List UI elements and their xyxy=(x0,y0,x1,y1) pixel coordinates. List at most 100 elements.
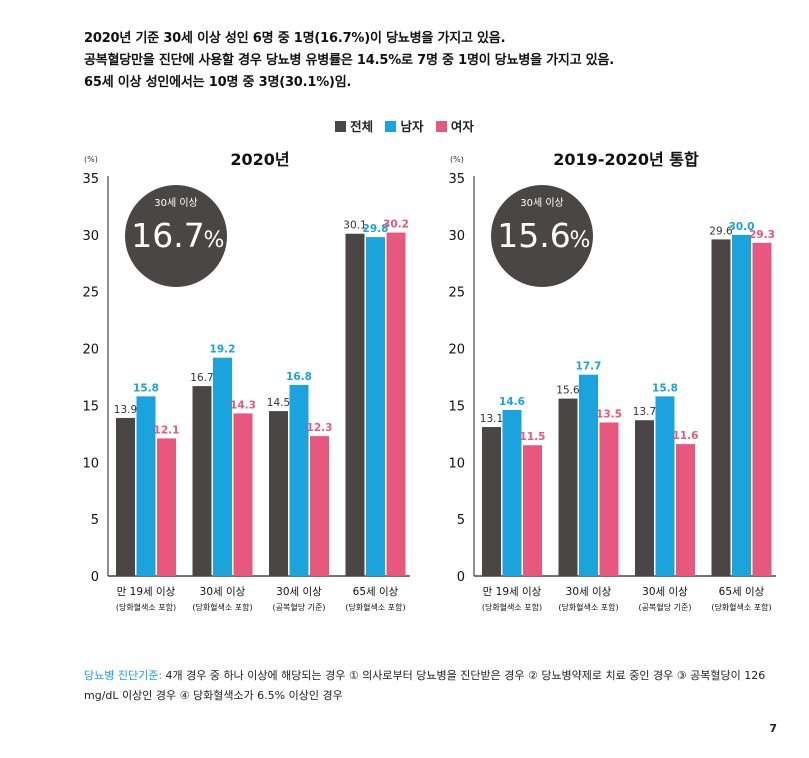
y-tick-label: 5 xyxy=(91,513,99,528)
intro-line-1: 2020년 기준 30세 이상 성인 6명 중 1명(16.7%)이 당뇨병을 … xyxy=(84,31,506,46)
legend-label-total: 전체 xyxy=(350,119,374,134)
highlight-circle xyxy=(125,185,227,287)
data-label: 13.1 xyxy=(480,413,503,425)
highlight-value: 16.7 xyxy=(131,216,204,255)
chart-2: 2019-2020년 통합 (%) 0 5 10 15 20 25 30 35 13.1 14.6 11… xyxy=(448,150,776,612)
x-tick-label: 30세 이상 xyxy=(642,586,688,598)
bar xyxy=(386,232,406,576)
charts-canvas: 2020년 (%) 0 5 10 15 20 25 30 35 13.9 15.8 12.1 만 19세 … xyxy=(82,150,776,612)
y-tick-label: 30 xyxy=(82,229,99,244)
intro-text: 2020년 기준 30세 이상 성인 6명 중 1명(16.7%)이 당뇨병을 … xyxy=(84,28,784,94)
data-label: 14.3 xyxy=(230,399,256,411)
y-tick-label: 0 xyxy=(91,570,99,585)
x-tick-label: 만 19세 이상 xyxy=(483,586,542,598)
legend-swatch-male xyxy=(385,121,397,132)
y-tick-label: 20 xyxy=(82,343,99,358)
bar xyxy=(635,420,654,576)
bar xyxy=(213,357,232,576)
data-label: 11.6 xyxy=(673,430,699,442)
y-tick-label: 35 xyxy=(448,172,465,187)
x-tick-label: 65세 이상 xyxy=(719,586,765,598)
highlight-unit: % xyxy=(570,228,591,253)
x-tick-sublabel: (당화혈색소 포함) xyxy=(558,602,618,612)
bar xyxy=(233,413,253,576)
data-label: 16.8 xyxy=(286,371,312,383)
chart-title: 2019-2020년 통합 xyxy=(553,150,699,169)
x-tick-label: 만 19세 이상 xyxy=(117,586,176,598)
bar xyxy=(711,239,731,577)
data-label: 14.5 xyxy=(267,397,290,409)
bar xyxy=(192,386,212,576)
highlight-label: 30세 이상 xyxy=(154,197,198,209)
bar xyxy=(345,233,365,576)
y-tick-label: 0 xyxy=(457,570,465,585)
bar xyxy=(558,398,578,576)
bar xyxy=(269,411,288,576)
data-label: 30.1 xyxy=(343,220,366,232)
y-tick-label: 10 xyxy=(448,456,465,471)
bar xyxy=(482,427,501,576)
data-label: 30.2 xyxy=(383,219,409,231)
data-label: 12.1 xyxy=(154,424,180,436)
x-tick-sublabel: (공복혈당 기준) xyxy=(639,602,692,612)
x-tick-sublabel: (당화혈색소 포함) xyxy=(192,602,252,612)
highlight-value: 15.6 xyxy=(497,216,570,255)
bar xyxy=(523,445,542,576)
x-tick-label: 30세 이상 xyxy=(200,586,246,598)
y-tick-label: 30 xyxy=(448,229,465,244)
data-label: 13.5 xyxy=(596,408,622,420)
page-number: 7 xyxy=(769,722,777,735)
x-tick-sublabel: (당화혈색소 포함) xyxy=(345,602,405,612)
legend-swatch-total xyxy=(335,121,347,132)
data-label: 13.9 xyxy=(114,404,137,416)
bar xyxy=(157,438,176,576)
data-label: 13.7 xyxy=(633,406,656,418)
bar xyxy=(655,396,675,576)
y-tick-label: 35 xyxy=(82,172,99,187)
legend-swatch-female xyxy=(435,121,447,132)
data-label: 16.7 xyxy=(190,372,213,384)
y-axis-label: (%) xyxy=(84,155,98,164)
data-label: 12.3 xyxy=(307,422,333,434)
data-label: 15.8 xyxy=(652,382,678,394)
footnote-text: 4개 경우 중 하나 이상에 해당되는 경우 ① 의사로부터 당뇨병을 진단받은… xyxy=(84,669,766,702)
intro-line-3: 65세 이상 성인에서는 10명 중 3명(30.1%)임. xyxy=(84,75,352,90)
highlight-unit: % xyxy=(204,228,225,253)
x-tick-sublabel: (당화혈색소 포함) xyxy=(116,602,176,612)
bar xyxy=(136,396,156,576)
x-tick-label: 30세 이상 xyxy=(276,586,322,598)
bar xyxy=(752,242,772,576)
data-label: 15.8 xyxy=(133,382,159,394)
bar xyxy=(502,409,522,576)
data-label: 17.7 xyxy=(576,361,602,373)
bar xyxy=(676,444,695,576)
y-tick-label: 5 xyxy=(457,513,465,528)
x-tick-sublabel: (당화혈색소 포함) xyxy=(482,602,542,612)
chart-title: 2020년 xyxy=(230,150,289,169)
y-tick-label: 10 xyxy=(82,456,99,471)
intro-line-2: 공복혈당만을 진단에 사용할 경우 당뇨병 유병률은 14.5%로 7명 중 1… xyxy=(84,53,615,68)
x-tick-label: 65세 이상 xyxy=(353,586,399,598)
chart-legend: 전체 남자 여자 xyxy=(0,116,809,135)
x-tick-sublabel: (당화혈색소 포함) xyxy=(711,602,771,612)
bar xyxy=(599,422,619,576)
data-label: 30.0 xyxy=(729,221,755,233)
bar xyxy=(289,384,309,576)
highlight-circle xyxy=(491,185,593,287)
legend-label-female: 여자 xyxy=(450,119,474,134)
legend-item-male: 남자 xyxy=(385,116,424,135)
y-axis-label: (%) xyxy=(450,155,464,164)
bar xyxy=(579,374,598,576)
legend-item-female: 여자 xyxy=(435,116,474,135)
data-label: 14.6 xyxy=(499,396,525,408)
bar xyxy=(116,417,135,576)
x-tick-label: 30세 이상 xyxy=(566,586,612,598)
y-tick-label: 15 xyxy=(448,399,465,414)
data-label: 29.8 xyxy=(363,223,389,235)
legend-label-male: 남자 xyxy=(400,119,424,134)
footnote-label: 당뇨병 진단기준: xyxy=(84,669,163,682)
bar xyxy=(366,237,385,577)
y-tick-label: 20 xyxy=(448,343,465,358)
data-label: 15.6 xyxy=(556,385,580,397)
x-tick-sublabel: (공복혈당 기준) xyxy=(273,602,326,612)
